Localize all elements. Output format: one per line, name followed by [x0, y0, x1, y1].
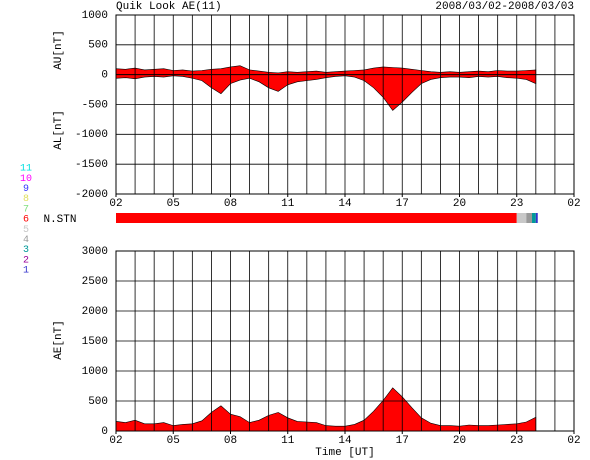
x-tick-label: 02: [567, 198, 580, 210]
x-tick-label: 08: [224, 198, 237, 210]
area: [115, 65, 537, 75]
y-tick-label: 1000: [82, 366, 108, 378]
y-axis-label: AE[nT]: [53, 320, 65, 360]
station-bar: [516, 213, 527, 223]
legend-entry: 10: [20, 174, 32, 185]
x-tick-label: 23: [510, 198, 523, 210]
station-label: N.STN: [43, 214, 76, 226]
x-tick-label: 14: [338, 435, 352, 447]
legend-entry: 6: [23, 215, 29, 226]
chart-title: Quik Look AE(11): [116, 1, 222, 13]
x-axis-label: Time [UT]: [315, 447, 374, 459]
y-tick-label: -500: [82, 99, 108, 111]
y-tick-label: -1500: [75, 159, 108, 171]
x-tick-label: 17: [396, 198, 409, 210]
legend-entry: 3: [23, 245, 29, 256]
x-tick-label: 05: [167, 435, 180, 447]
legend-entry: 11: [20, 164, 32, 175]
y-tick-label: 500: [88, 396, 108, 408]
y-tick-label: -2000: [75, 189, 108, 201]
x-tick-label: 17: [396, 435, 409, 447]
x-tick-label: 02: [567, 435, 580, 447]
x-tick-label: 20: [453, 198, 466, 210]
y-tick-label: 2500: [82, 276, 108, 288]
station-bar: [116, 213, 517, 223]
station-bar: [526, 213, 533, 223]
legend-entry: 2: [23, 255, 29, 266]
x-tick-label: 23: [510, 435, 523, 447]
legend-entry: 7: [23, 204, 29, 215]
area: [115, 387, 537, 432]
x-tick-label: 14: [338, 198, 352, 210]
x-tick-label: 05: [167, 198, 180, 210]
x-tick-label: 11: [281, 198, 295, 210]
y-tick-label: 1500: [82, 336, 108, 348]
legend-entry: 5: [23, 225, 29, 236]
x-tick-label: 02: [109, 435, 122, 447]
legend-entry: 8: [23, 194, 29, 205]
x-tick-label: 02: [109, 198, 122, 210]
legend-entry: 9: [23, 184, 29, 195]
y-tick-label: -1000: [75, 129, 108, 141]
x-tick-label: 08: [224, 435, 237, 447]
date-range: 2008/03/02-2008/03/03: [435, 1, 574, 13]
y-tick-label: 1000: [82, 10, 108, 22]
x-tick-label: 11: [281, 435, 295, 447]
y-axis-label: AU[nT]: [53, 30, 65, 70]
y-tick-label: 3000: [82, 246, 108, 258]
station-bar: [535, 213, 538, 223]
y-tick-label: 0: [101, 70, 108, 82]
y-axis-label: AL[nT]: [53, 110, 65, 150]
y-tick-label: 500: [88, 40, 108, 52]
legend-entry: 4: [23, 235, 29, 246]
station-bar: [532, 213, 536, 223]
x-tick-label: 20: [453, 435, 466, 447]
area: [115, 74, 537, 111]
legend-entry: 1: [23, 266, 29, 277]
y-tick-label: 2000: [82, 306, 108, 318]
y-tick-label: 0: [101, 426, 108, 438]
